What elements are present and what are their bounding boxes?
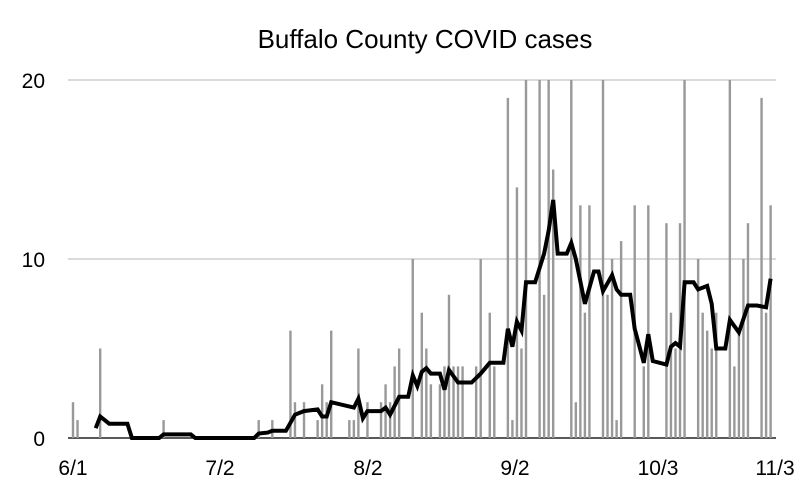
bar bbox=[551, 169, 555, 438]
x-tick-label: 6/1 bbox=[58, 457, 87, 480]
x-tick-label: 9/2 bbox=[500, 457, 529, 480]
bar bbox=[674, 348, 677, 438]
bar bbox=[388, 402, 392, 438]
bar bbox=[438, 384, 442, 438]
y-tick-label: 0 bbox=[33, 428, 45, 451]
bar bbox=[488, 312, 491, 438]
bar bbox=[710, 348, 713, 438]
bar bbox=[511, 420, 514, 438]
bar bbox=[293, 402, 297, 438]
bar bbox=[733, 366, 736, 438]
bar bbox=[289, 330, 292, 438]
x-tick-label: 8/2 bbox=[353, 457, 382, 480]
bar bbox=[162, 420, 165, 438]
bar bbox=[570, 80, 573, 438]
bar bbox=[579, 205, 582, 438]
bar bbox=[769, 205, 772, 438]
y-axis-ticks: 0 10 20 bbox=[22, 70, 45, 451]
bar bbox=[696, 259, 700, 438]
bar bbox=[76, 420, 79, 438]
bar bbox=[728, 80, 732, 438]
bar bbox=[257, 420, 260, 438]
bar bbox=[352, 420, 356, 438]
bar bbox=[610, 259, 614, 438]
y-tick-label: 10 bbox=[22, 249, 45, 272]
bar bbox=[330, 330, 333, 438]
bar bbox=[474, 366, 478, 438]
bar bbox=[320, 384, 324, 438]
bar bbox=[583, 312, 587, 438]
bar bbox=[456, 366, 460, 438]
bar bbox=[302, 402, 306, 438]
bar bbox=[665, 223, 668, 438]
x-tick-label: 10/3 bbox=[638, 457, 679, 480]
bar-series bbox=[71, 80, 772, 439]
bar bbox=[683, 80, 686, 438]
line-path bbox=[93, 199, 773, 440]
bar bbox=[348, 420, 351, 438]
bar bbox=[443, 366, 446, 438]
bar bbox=[447, 294, 451, 438]
bar bbox=[411, 259, 414, 438]
line-series bbox=[93, 199, 773, 440]
bar bbox=[493, 366, 496, 438]
bar bbox=[737, 330, 741, 438]
bar bbox=[325, 402, 328, 438]
chart-title: Buffalo County COVID cases bbox=[258, 24, 593, 54]
bar bbox=[461, 366, 464, 438]
bar bbox=[542, 294, 546, 438]
bar bbox=[379, 402, 383, 438]
bar bbox=[397, 348, 401, 438]
bar bbox=[742, 259, 745, 438]
bar bbox=[647, 205, 650, 438]
bar bbox=[760, 97, 763, 439]
bar bbox=[706, 330, 709, 438]
bar bbox=[619, 241, 623, 438]
x-tick-label: 11/3 bbox=[755, 457, 794, 480]
bar bbox=[506, 97, 510, 439]
bar bbox=[588, 205, 591, 438]
bar bbox=[71, 402, 75, 438]
bar bbox=[98, 348, 102, 438]
bar bbox=[520, 348, 523, 438]
bar bbox=[601, 80, 605, 438]
bar bbox=[746, 223, 750, 438]
bar bbox=[701, 312, 704, 438]
bar bbox=[452, 366, 455, 438]
bar bbox=[642, 366, 645, 438]
bar bbox=[429, 384, 433, 438]
bar bbox=[669, 312, 673, 438]
bar bbox=[524, 80, 528, 438]
bar bbox=[316, 420, 319, 438]
bar bbox=[425, 348, 428, 438]
bar bbox=[715, 312, 718, 438]
bar bbox=[515, 187, 519, 438]
bar bbox=[366, 402, 369, 438]
bar bbox=[538, 80, 541, 438]
bar bbox=[615, 420, 618, 438]
y-tick-label: 20 bbox=[22, 70, 45, 93]
bar bbox=[547, 80, 550, 438]
bar bbox=[764, 312, 768, 438]
bar bbox=[357, 348, 360, 438]
bar bbox=[606, 294, 609, 438]
bar bbox=[479, 259, 482, 438]
x-tick-label: 7/2 bbox=[205, 457, 234, 480]
x-axis-ticks: 6/1 7/2 8/2 9/2 10/3 11/3 bbox=[58, 457, 794, 480]
bar bbox=[574, 402, 578, 438]
